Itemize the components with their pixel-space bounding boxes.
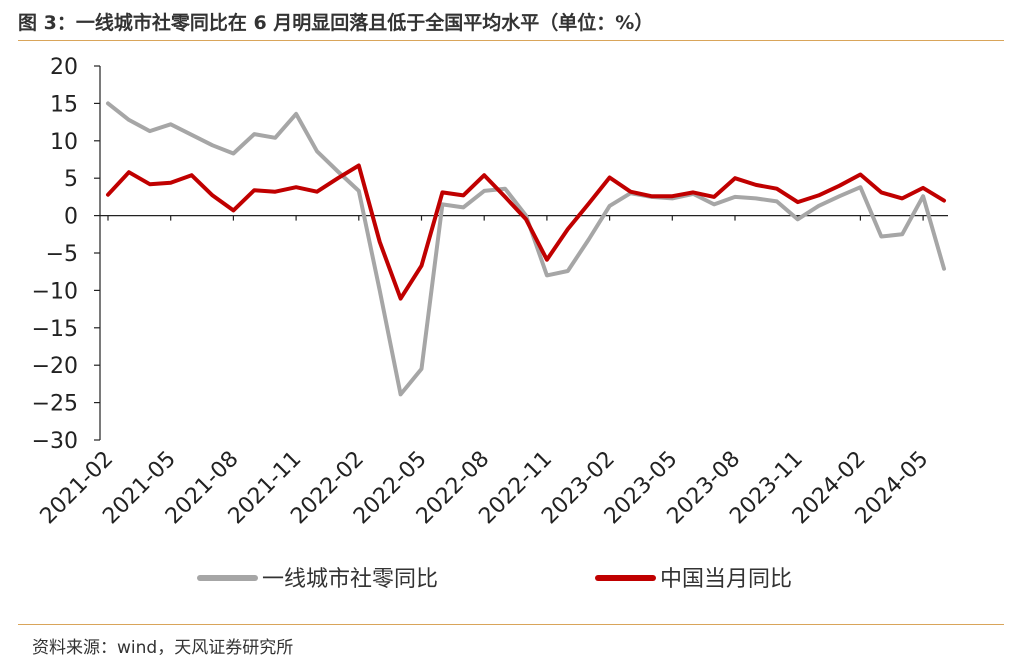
chart-legend: 一线城市社零同比 中国当月同比 (197, 567, 792, 592)
y-tick-label: 15 (50, 92, 78, 117)
title-divider (18, 40, 1004, 41)
y-tick-label: −10 (32, 279, 78, 304)
chart-series (106, 101, 946, 397)
chart-title: 图 3：一线城市社零同比在 6 月明显回落且低于全国平均水平（单位：%） (18, 12, 654, 34)
series-line-national-retail (106, 163, 946, 301)
source-divider (18, 624, 1004, 625)
y-tick-label: −5 (46, 242, 78, 267)
y-tick-label: −15 (32, 317, 78, 342)
line-chart: 20151050−5−10−15−20−25−302021-022021-052… (32, 55, 948, 592)
series-line-first-tier-retail (106, 101, 946, 397)
legend-label: 一线城市社零同比 (262, 567, 438, 592)
y-tick-label: −30 (32, 429, 78, 454)
y-tick-label: 20 (50, 55, 78, 80)
y-tick-label: 0 (64, 205, 78, 230)
y-tick-label: −25 (32, 392, 78, 417)
source-note: 资料来源：wind，天风证券研究所 (32, 638, 294, 658)
legend-label: 中国当月同比 (660, 567, 792, 592)
y-tick-label: −20 (32, 354, 78, 379)
y-tick-label: 10 (50, 130, 78, 155)
y-tick-label: 5 (64, 167, 78, 192)
